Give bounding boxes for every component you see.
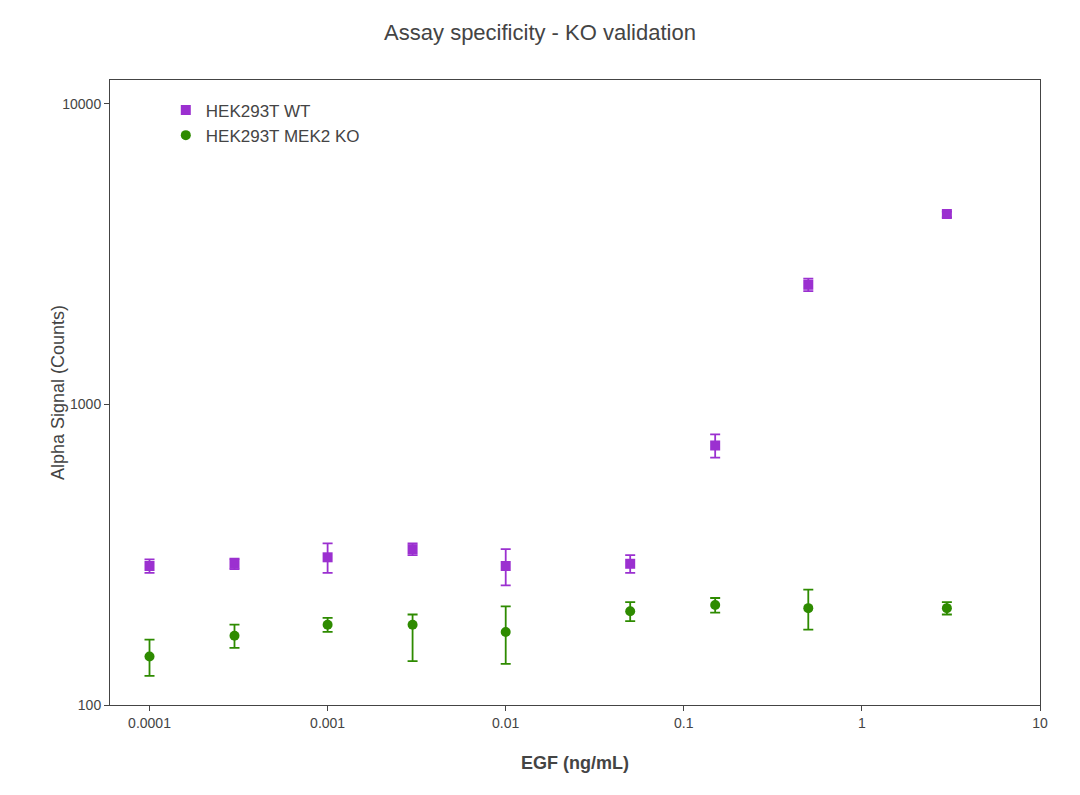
svg-text:10: 10 xyxy=(1032,715,1048,731)
svg-text:0.1: 0.1 xyxy=(674,715,694,731)
svg-text:100: 100 xyxy=(78,697,102,713)
svg-text:1: 1 xyxy=(858,715,866,731)
svg-text:0.01: 0.01 xyxy=(492,715,519,731)
svg-text:HEK293T MEK2 KO: HEK293T MEK2 KO xyxy=(206,127,360,146)
svg-text:10000: 10000 xyxy=(62,96,101,112)
svg-text:0.0001: 0.0001 xyxy=(128,715,171,731)
svg-text:1000: 1000 xyxy=(70,396,101,412)
svg-text:0.001: 0.001 xyxy=(310,715,345,731)
svg-text:EGF (ng/mL): EGF (ng/mL) xyxy=(521,753,629,773)
svg-text:Assay specificity - KO validat: Assay specificity - KO validation xyxy=(384,20,696,45)
svg-text:HEK293T WT: HEK293T WT xyxy=(206,102,311,121)
svg-text:Alpha Signal (Counts): Alpha Signal (Counts) xyxy=(48,305,68,480)
